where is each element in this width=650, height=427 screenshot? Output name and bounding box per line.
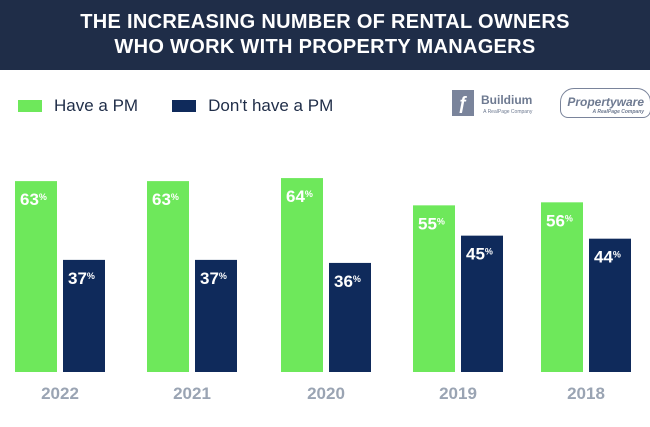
legend-item-no-pm: Don't have a PM	[172, 96, 333, 116]
data-label: 56%	[546, 211, 573, 230]
propertyware-sub: A RealPage Company	[592, 109, 645, 115]
data-label: 55%	[418, 214, 445, 233]
legend-swatch-navy	[172, 100, 197, 112]
x-tick-label: 2022	[41, 384, 79, 403]
data-label: 45%	[466, 245, 493, 264]
logos: ƒ Buildium A RealPage Company Propertywar…	[452, 88, 650, 118]
bar-2021-have-pm	[147, 181, 189, 372]
buildium-logo: ƒ Buildium A RealPage Company	[452, 90, 532, 116]
legend-swatch-green	[18, 100, 42, 112]
x-tick-label: 2018	[567, 384, 605, 403]
x-tick-label: 2020	[307, 384, 345, 403]
bar-2022-no-pm	[63, 259, 105, 372]
data-label: 37%	[68, 269, 95, 288]
chart-title-line1: THE INCREASING NUMBER OF RENTAL OWNERS	[80, 11, 570, 33]
chart-header: THE INCREASING NUMBER OF RENTAL OWNERS W…	[0, 0, 650, 70]
bar-2021-no-pm	[195, 259, 237, 372]
bar-2020-have-pm	[281, 178, 323, 372]
x-tick-label: 2019	[439, 384, 477, 403]
data-label: 63%	[152, 190, 179, 209]
legend-item-have-pm: Have a PM	[18, 96, 138, 116]
bar-2020-no-pm	[329, 262, 371, 372]
buildium-icon: ƒ	[452, 90, 474, 116]
buildium-sub: A RealPage Company	[483, 109, 533, 115]
data-label: 36%	[334, 272, 361, 291]
data-label: 44%	[594, 248, 621, 267]
chart-title-line2: WHO WORK WITH PROPERTY MANAGERS	[114, 36, 536, 58]
buildium-name: Buildium	[481, 93, 533, 107]
bar-2018-have-pm	[541, 202, 583, 372]
bar-2022-have-pm	[15, 181, 57, 372]
x-tick-label: 2021	[173, 384, 211, 403]
legend-label: Have a PM	[54, 96, 139, 115]
legend-label: Don't have a PM	[208, 96, 334, 115]
propertyware-logo: Propertyware A RealPage Company	[560, 88, 650, 118]
bar-2019-no-pm	[461, 235, 503, 372]
bar-2018-no-pm	[589, 238, 631, 372]
legend: Have a PM Don't have a PM	[18, 96, 367, 116]
data-label: 37%	[200, 269, 227, 288]
bar-2019-have-pm	[413, 205, 455, 372]
data-label: 64%	[286, 187, 313, 206]
propertyware-name: Propertyware	[567, 95, 645, 109]
data-label: 63%	[20, 190, 47, 209]
